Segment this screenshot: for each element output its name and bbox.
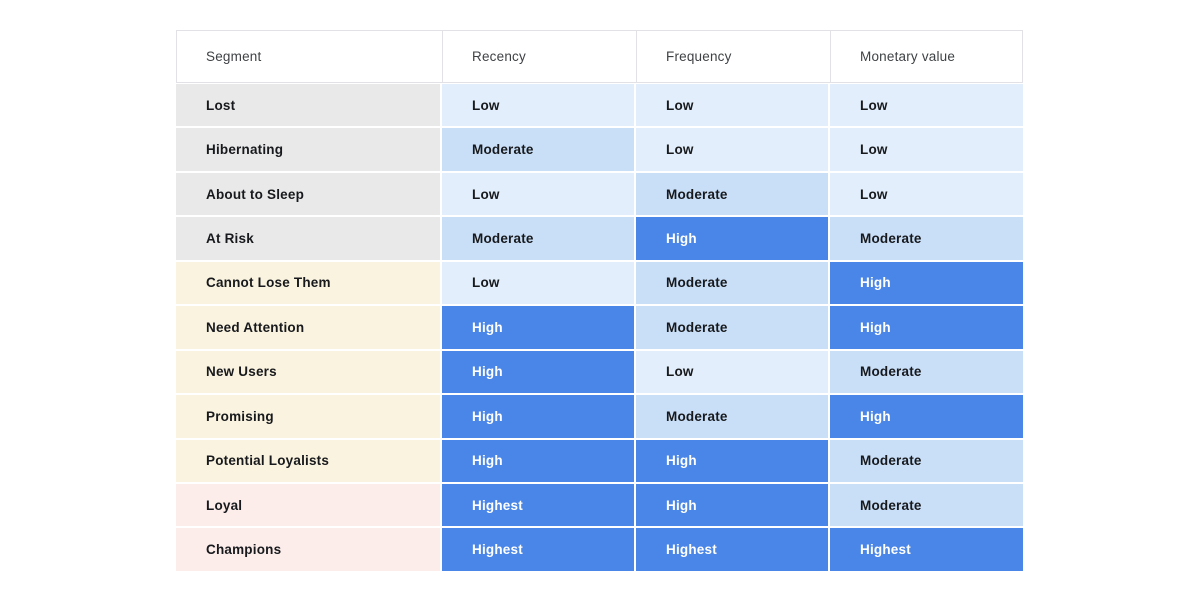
recency-cell: Low — [442, 84, 634, 127]
recency-cell: High — [442, 395, 634, 438]
monetary-value-cell: Moderate — [830, 483, 1023, 527]
recency-cell: Highest — [442, 528, 634, 571]
segment-cell: Loyal — [176, 483, 440, 527]
monetary-value-cell: Highest — [830, 528, 1023, 571]
column-header-segment: Segment — [206, 49, 262, 64]
monetary-value-cell: High — [830, 306, 1023, 349]
segment-cell: Hibernating — [176, 128, 440, 171]
recency-cell: Moderate — [442, 217, 634, 260]
frequency-cell: Moderate — [636, 261, 828, 305]
column-header-monetary-value: Monetary value — [830, 31, 1024, 82]
monetary-value-cell: Moderate — [830, 217, 1023, 260]
table-row: Cannot Lose Them Low Moderate High — [176, 261, 1023, 305]
frequency-cell: High — [636, 217, 828, 260]
recency-cell: Highest — [442, 483, 634, 527]
frequency-cell: Moderate — [636, 395, 828, 438]
segment-cell: Lost — [176, 84, 440, 127]
recency-cell: Moderate — [442, 128, 634, 171]
table-header-row: Segment Recency Frequency Monetary value — [176, 30, 1023, 83]
segment-cell: Champions — [176, 528, 440, 571]
frequency-cell: Low — [636, 128, 828, 171]
monetary-value-cell: Low — [830, 84, 1023, 127]
frequency-cell: Low — [636, 84, 828, 127]
table-row: Potential Loyalists High High Moderate — [176, 439, 1023, 482]
recency-cell: High — [442, 439, 634, 482]
segment-cell: Potential Loyalists — [176, 439, 440, 482]
monetary-value-cell: Low — [830, 128, 1023, 171]
recency-cell: Low — [442, 261, 634, 305]
column-header-frequency: Frequency — [636, 31, 830, 82]
monetary-value-cell: High — [830, 395, 1023, 438]
table-row: Lost Low Low Low — [176, 84, 1023, 127]
frequency-cell: Moderate — [636, 172, 828, 216]
recency-cell: High — [442, 306, 634, 349]
rfm-segments-table: Segment Recency Frequency Monetary value… — [176, 30, 1023, 573]
frequency-cell: Low — [636, 350, 828, 394]
segment-cell: Promising — [176, 395, 440, 438]
table-row: Need Attention High Moderate High — [176, 306, 1023, 349]
frequency-cell: High — [636, 483, 828, 527]
frequency-cell: High — [636, 439, 828, 482]
table-row: Promising High Moderate High — [176, 395, 1023, 438]
table-body: Lost Low Low Low Hibernating Moderate Lo… — [176, 84, 1023, 571]
frequency-cell: Highest — [636, 528, 828, 571]
segment-cell: At Risk — [176, 217, 440, 260]
segment-cell: New Users — [176, 350, 440, 394]
table-row: New Users High Low Moderate — [176, 350, 1023, 394]
table-row: Loyal Highest High Moderate — [176, 483, 1023, 527]
table-row: About to Sleep Low Moderate Low — [176, 172, 1023, 216]
frequency-cell: Moderate — [636, 306, 828, 349]
column-header-recency: Recency — [442, 31, 636, 82]
recency-cell: High — [442, 350, 634, 394]
monetary-value-cell: High — [830, 261, 1023, 305]
segment-cell: Need Attention — [176, 306, 440, 349]
segment-cell: About to Sleep — [176, 172, 440, 216]
monetary-value-cell: Low — [830, 172, 1023, 216]
table-row: At Risk Moderate High Moderate — [176, 217, 1023, 260]
recency-cell: Low — [442, 172, 634, 216]
monetary-value-cell: Moderate — [830, 350, 1023, 394]
table-row: Champions Highest Highest Highest — [176, 528, 1023, 571]
table-row: Hibernating Moderate Low Low — [176, 128, 1023, 171]
segment-cell: Cannot Lose Them — [176, 261, 440, 305]
monetary-value-cell: Moderate — [830, 439, 1023, 482]
